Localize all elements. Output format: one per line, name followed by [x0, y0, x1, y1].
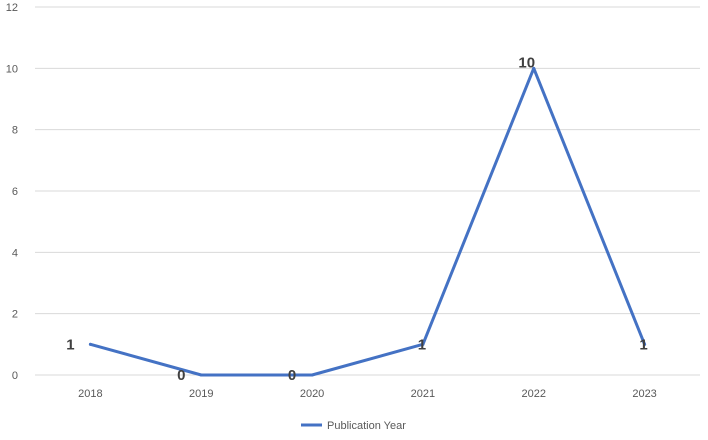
y-tick-label: 2 [12, 309, 18, 321]
y-tick-label: 6 [12, 186, 18, 198]
data-point [421, 342, 425, 346]
data-point [532, 66, 536, 70]
data-label: 1 [66, 336, 74, 353]
y-axis-tick-labels: 0 2 4 6 8 10 12 [6, 2, 18, 382]
data-point [643, 342, 647, 346]
x-tick-label: 2023 [632, 388, 656, 400]
data-point [310, 373, 314, 377]
y-tick-label: 12 [6, 2, 18, 14]
y-tick-label: 10 [6, 63, 18, 75]
y-tick-label: 0 [12, 370, 18, 382]
data-label: 0 [288, 367, 296, 384]
data-point [88, 342, 92, 346]
legend-label: Publication Year [327, 420, 406, 432]
x-tick-label: 2021 [411, 388, 435, 400]
data-label: 1 [418, 336, 426, 353]
series-line-group [88, 66, 647, 377]
x-tick-label: 2020 [300, 388, 324, 400]
y-tick-label: 4 [12, 247, 18, 259]
data-label: 1 [639, 336, 647, 353]
data-label: 0 [177, 367, 185, 384]
x-tick-label: 2018 [78, 388, 102, 400]
data-label: 10 [518, 54, 535, 71]
x-axis-tick-labels: 2018 2019 2020 2021 2022 2023 [78, 388, 657, 400]
legend: Publication Year [301, 420, 406, 432]
data-point [199, 373, 203, 377]
x-tick-label: 2022 [522, 388, 546, 400]
gridlines [35, 6, 700, 376]
x-tick-label: 2019 [189, 388, 213, 400]
series-line [88, 66, 647, 377]
y-tick-label: 8 [12, 125, 18, 137]
